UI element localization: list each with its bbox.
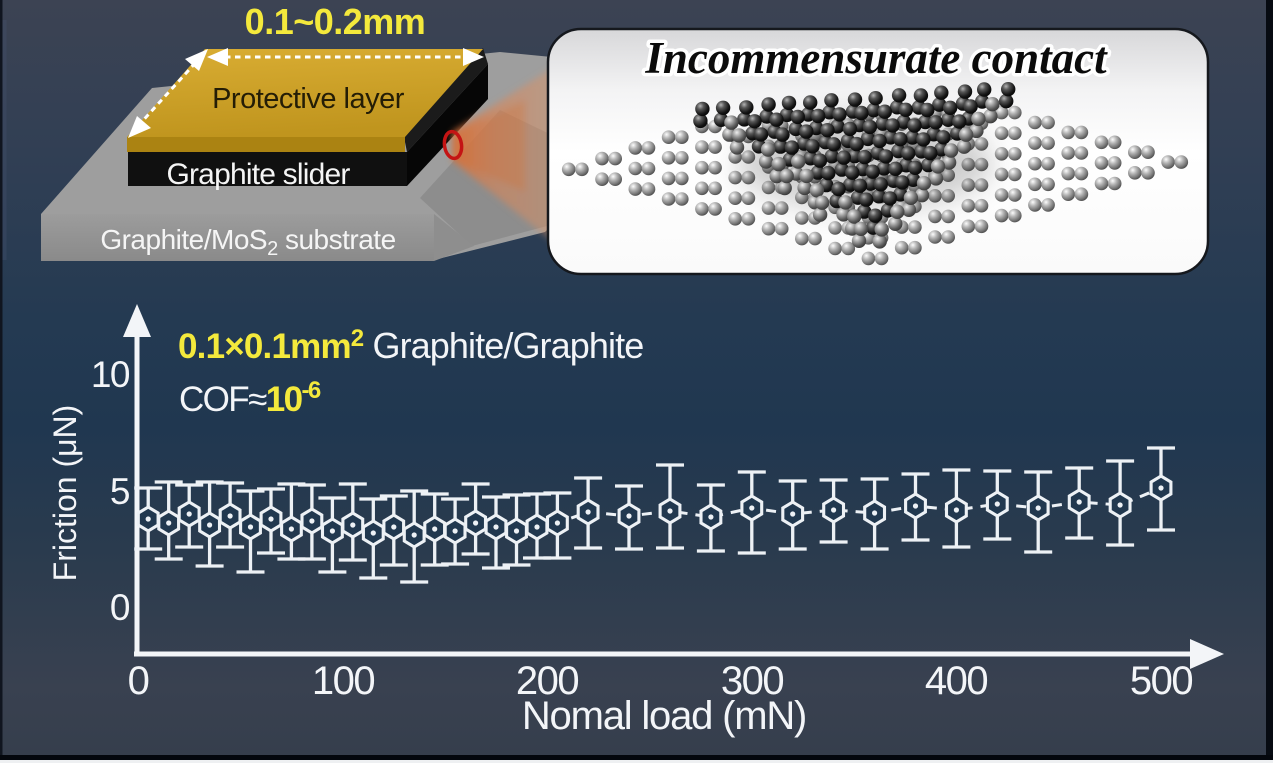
svg-text:200: 200 [516, 659, 578, 703]
svg-text:0: 0 [128, 659, 149, 703]
svg-text:10: 10 [91, 354, 130, 395]
svg-text:COF≈10-6: COF≈10-6 [179, 377, 321, 419]
svg-text:0.1~0.2mm: 0.1~0.2mm [245, 1, 426, 42]
svg-text:300: 300 [721, 659, 783, 703]
svg-text:400: 400 [925, 659, 987, 703]
svg-text:100: 100 [312, 659, 374, 703]
svg-text:Nomal load (mN): Nomal load (mN) [522, 694, 806, 738]
svg-text:0: 0 [110, 587, 130, 628]
svg-text:5: 5 [110, 471, 130, 512]
svg-text:Graphite/MoS2 substrate: Graphite/MoS2 substrate [100, 224, 395, 260]
svg-text:Incommensurate contact: Incommensurate contact [644, 33, 1108, 83]
svg-text:Protective layer: Protective layer [212, 83, 405, 115]
svg-text:500: 500 [1130, 659, 1192, 703]
svg-text:0.1×0.1mm2 Graphite/Graphite: 0.1×0.1mm2 Graphite/Graphite [178, 325, 643, 366]
svg-text:Friction (μN): Friction (μN) [47, 405, 83, 582]
svg-text:Graphite slider: Graphite slider [166, 158, 350, 191]
